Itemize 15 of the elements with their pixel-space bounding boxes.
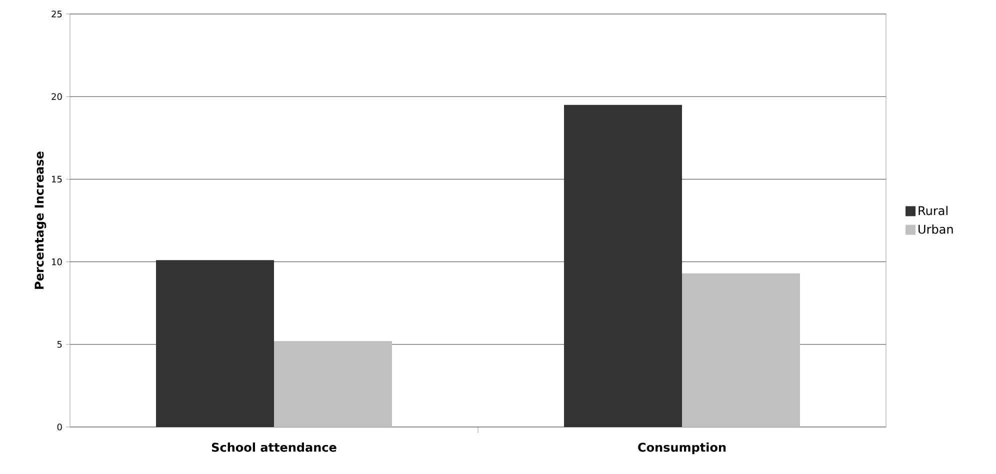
y-tick-label: 5 [57, 341, 62, 348]
bar [682, 273, 800, 427]
y-tick-label: 0 [57, 424, 62, 430]
y-tick-label: 20 [52, 93, 62, 100]
y-axis-title: Percentage Increase [34, 152, 46, 289]
x-tick-label: School attendance [212, 442, 336, 452]
legend-label: Urban [918, 224, 953, 234]
bar [564, 104, 682, 427]
y-tick-label: 25 [52, 10, 62, 18]
y-tick-label: 10 [52, 258, 62, 266]
x-tick-label: Consumption [638, 442, 726, 454]
y-tick-label: 15 [52, 176, 62, 183]
legend-label: Rural [918, 206, 948, 216]
bar [274, 341, 392, 427]
bar [156, 260, 274, 427]
